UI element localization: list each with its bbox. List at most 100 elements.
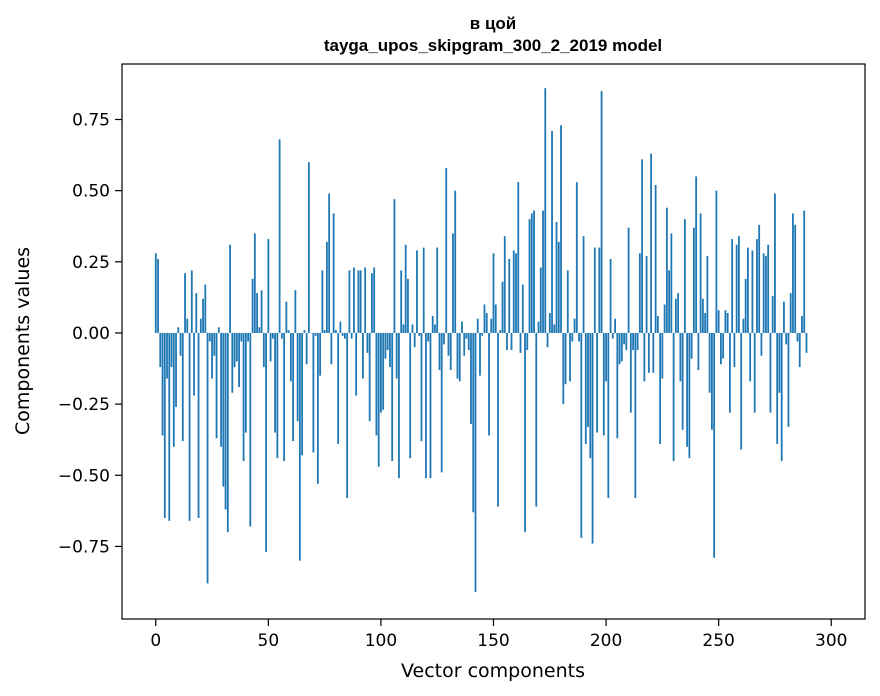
bar-component-218 [645, 256, 648, 333]
bar-component-131 [449, 332, 452, 370]
bar-component-146 [483, 304, 486, 333]
y-tick-label: −0.25 [58, 395, 110, 415]
bar-component-186 [573, 318, 576, 333]
bar-component-121 [427, 332, 430, 342]
bar-component-134 [456, 332, 459, 379]
bar-component-103 [386, 332, 389, 351]
bar-component-256 [731, 239, 734, 333]
bar-component-41 [247, 332, 249, 342]
bar-component-226 [663, 304, 666, 333]
bar-component-223 [656, 315, 659, 333]
bar-component-78 [330, 332, 333, 365]
bar-component-60 [289, 332, 292, 382]
bar-component-144 [479, 332, 481, 376]
bar-component-99 [377, 332, 380, 467]
bar-component-192 [587, 332, 589, 427]
bar-component-125 [436, 247, 439, 333]
bar-component-247 [711, 332, 713, 430]
y-tick-label: 0.50 [72, 182, 110, 202]
bar-component-267 [756, 239, 758, 333]
bar-component-289 [805, 332, 808, 353]
bar-component-232 [677, 293, 680, 333]
bar-component-14 [186, 318, 189, 333]
bar-component-230 [672, 332, 675, 462]
bar-component-259 [738, 236, 740, 333]
bar-component-262 [744, 278, 747, 333]
bar-component-42 [249, 332, 252, 527]
bar-component-38 [240, 332, 243, 342]
bar-component-241 [697, 332, 700, 370]
bar-component-71 [314, 332, 317, 336]
bar-component-158 [510, 332, 513, 351]
bar-component-189 [580, 332, 583, 538]
bar-component-180 [560, 125, 562, 333]
bar-component-138 [465, 332, 468, 339]
bar-component-249 [715, 190, 718, 333]
bar-component-233 [679, 332, 682, 382]
bar-component-274 [771, 295, 774, 333]
bar-component-24 [208, 332, 211, 342]
bar-component-181 [562, 332, 565, 405]
bar-component-53 [274, 332, 276, 433]
chart-title: в цой [470, 14, 516, 33]
bar-component-5 [166, 332, 168, 379]
bar-component-73 [319, 332, 322, 376]
bar-component-93 [364, 267, 367, 333]
bar-component-207 [620, 332, 623, 362]
bar-component-170 [537, 321, 540, 333]
bar-component-263 [747, 247, 749, 333]
bar-component-216 [641, 159, 643, 333]
bar-component-199 [602, 332, 605, 436]
bar-component-61 [292, 332, 295, 442]
bar-component-164 [524, 332, 526, 533]
bar-component-83 [341, 332, 344, 336]
bar-component-47 [260, 290, 263, 333]
bar-component-112 [407, 278, 409, 333]
bar-component-242 [699, 213, 702, 333]
bar-component-229 [670, 233, 673, 333]
bar-component-139 [467, 332, 470, 351]
bar-component-55 [278, 139, 281, 333]
bar-component-221 [652, 332, 655, 373]
x-tick-label: 50 [258, 631, 280, 651]
bar-component-43 [251, 278, 254, 333]
bar-component-213 [634, 332, 637, 499]
bar-component-7 [170, 332, 173, 368]
bar-component-193 [589, 332, 592, 459]
bar-component-234 [681, 332, 684, 430]
bar-component-194 [591, 332, 594, 544]
bar-component-33 [229, 244, 231, 333]
chart-subtitle: tayga_upos_skipgram_300_2_2019 model [324, 36, 662, 55]
bar-component-48 [262, 332, 265, 368]
bar-component-80 [334, 330, 337, 333]
bar-component-178 [555, 221, 558, 333]
bar-component-20 [199, 318, 202, 333]
bar-component-92 [362, 332, 364, 379]
bar-component-173 [544, 88, 547, 333]
bar-component-283 [792, 213, 794, 333]
bar-component-224 [659, 332, 662, 444]
bar-component-52 [271, 332, 274, 339]
bar-component-56 [280, 332, 283, 339]
bar-component-251 [720, 332, 722, 365]
bar-component-40 [244, 332, 247, 433]
bar-component-124 [434, 324, 436, 333]
bar-component-45 [256, 293, 258, 333]
bar-component-286 [798, 332, 801, 368]
bar-component-168 [533, 210, 535, 333]
bar-component-202 [609, 258, 612, 333]
bar-component-152 [497, 332, 499, 507]
bar-component-68 [307, 162, 310, 333]
bar-component-210 [627, 227, 630, 333]
bar-component-258 [735, 244, 738, 333]
bar-component-217 [643, 332, 646, 382]
bar-component-163 [521, 284, 524, 333]
bar-component-250 [717, 310, 720, 333]
bar-component-149 [490, 318, 493, 333]
bar-component-257 [733, 332, 736, 368]
bar-component-156 [506, 332, 508, 351]
bar-component-245 [706, 256, 709, 333]
bar-component-190 [582, 236, 585, 333]
bar-component-28 [217, 327, 220, 333]
